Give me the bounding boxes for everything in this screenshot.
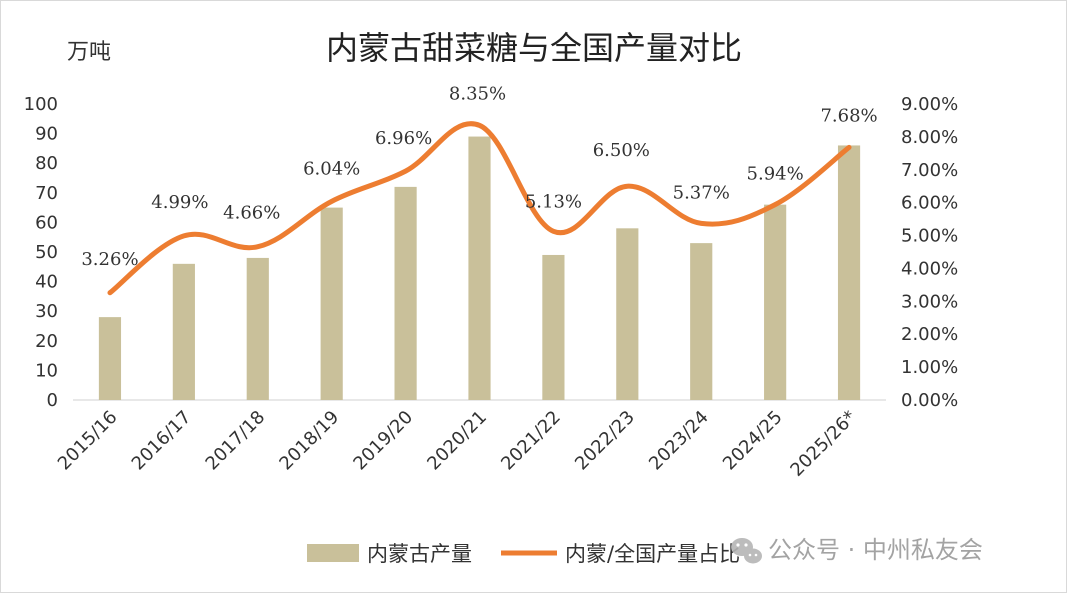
y-axis-unit-label: 万吨 xyxy=(67,40,111,65)
right-axis: 9.00% 8.00% 7.00% 6.00% 5.00% 4.00% 3.00% 2.00%… xyxy=(901,94,958,411)
y2-tick-label: 8.00% xyxy=(901,127,958,148)
y-tick-label: 60 xyxy=(35,212,58,233)
x-tick-label: 2015/16 xyxy=(54,407,122,475)
x-axis-ticks: 2015/16 2016/17 2017/18 2018/19 2019/20 2020/… xyxy=(54,407,861,481)
bar xyxy=(837,145,861,400)
bar xyxy=(690,243,713,400)
watermark-text: 公众号 · 中州私友会 xyxy=(768,536,983,564)
x-tick-label: 2017/18 xyxy=(202,407,270,475)
watermark: 公众号 · 中州私友会 xyxy=(731,536,983,564)
x-tick-label: 2021/22 xyxy=(497,407,565,475)
legend-line-label: 内蒙/全国产量占比 xyxy=(565,542,740,566)
y2-tick-label: 4.00% xyxy=(901,258,958,279)
legend-bar-label: 内蒙古产量 xyxy=(367,542,472,566)
chart-title: 内蒙古甜菜糖与全国产量对比 xyxy=(326,29,742,67)
y-tick-label: 70 xyxy=(35,183,58,204)
ratio-data-label: 5.37% xyxy=(673,182,730,203)
bar xyxy=(542,254,565,400)
ratio-data-label: 6.96% xyxy=(375,128,432,149)
y-tick-label: 90 xyxy=(35,124,58,145)
ratio-line xyxy=(107,121,852,296)
wechat-icon xyxy=(731,538,762,564)
y2-tick-label: 6.00% xyxy=(901,193,958,214)
y-tick-label: 40 xyxy=(35,272,58,293)
y-tick-label: 20 xyxy=(35,331,58,352)
y-tick-label: 80 xyxy=(35,153,58,174)
y-tick-label: 0 xyxy=(47,390,58,411)
x-tick-label: 2023/24 xyxy=(645,407,713,475)
x-tick-label: 2024/25 xyxy=(719,407,787,475)
y2-tick-label: 0.00% xyxy=(901,390,958,411)
bar xyxy=(320,207,343,400)
y2-tick-label: 2.00% xyxy=(901,324,958,345)
bar xyxy=(468,136,491,400)
x-tick-label: 2019/20 xyxy=(349,407,417,475)
ratio-data-label: 5.13% xyxy=(525,191,582,212)
bar xyxy=(764,204,787,400)
x-tick-label: 2020/21 xyxy=(423,407,491,475)
ratio-data-label: 3.26% xyxy=(81,249,138,270)
legend: 内蒙古产量 内蒙/全国产量占比 xyxy=(307,542,740,566)
x-tick-label: 2016/17 xyxy=(128,407,196,475)
y2-tick-label: 5.00% xyxy=(901,226,958,247)
y-tick-label: 50 xyxy=(35,242,58,263)
ratio-data-label: 6.50% xyxy=(593,140,650,161)
ratio-data-label: 8.35% xyxy=(449,83,506,104)
bar xyxy=(394,186,417,400)
ratio-data-label: 4.99% xyxy=(151,192,208,213)
x-tick-label: 2018/19 xyxy=(275,407,343,475)
bar xyxy=(246,257,269,400)
y2-tick-label: 1.00% xyxy=(901,357,958,378)
bar xyxy=(616,228,639,400)
ratio-data-label: 4.66% xyxy=(223,203,280,224)
legend-bar-swatch xyxy=(307,544,359,562)
ratio-data-label: 6.04% xyxy=(303,158,360,179)
data-labels: 3.26% 4.99% 4.66% 6.04% 6.96% 8.35% 5.13% 6.50%… xyxy=(81,83,877,269)
ratio-data-label: 7.68% xyxy=(820,105,877,126)
x-tick-label: 2025/26* xyxy=(786,407,860,481)
ratio-data-label: 5.94% xyxy=(747,164,804,185)
bar xyxy=(172,263,195,400)
y-tick-label: 100 xyxy=(24,94,58,115)
y2-tick-label: 7.00% xyxy=(901,160,958,181)
y2-tick-label: 3.00% xyxy=(901,291,958,312)
y2-tick-label: 9.00% xyxy=(901,94,958,115)
bar xyxy=(98,317,122,400)
bar-series xyxy=(98,136,861,400)
x-tick-label: 2022/23 xyxy=(571,407,639,475)
y-tick-label: 10 xyxy=(35,360,58,381)
y-tick-label: 30 xyxy=(35,301,58,322)
